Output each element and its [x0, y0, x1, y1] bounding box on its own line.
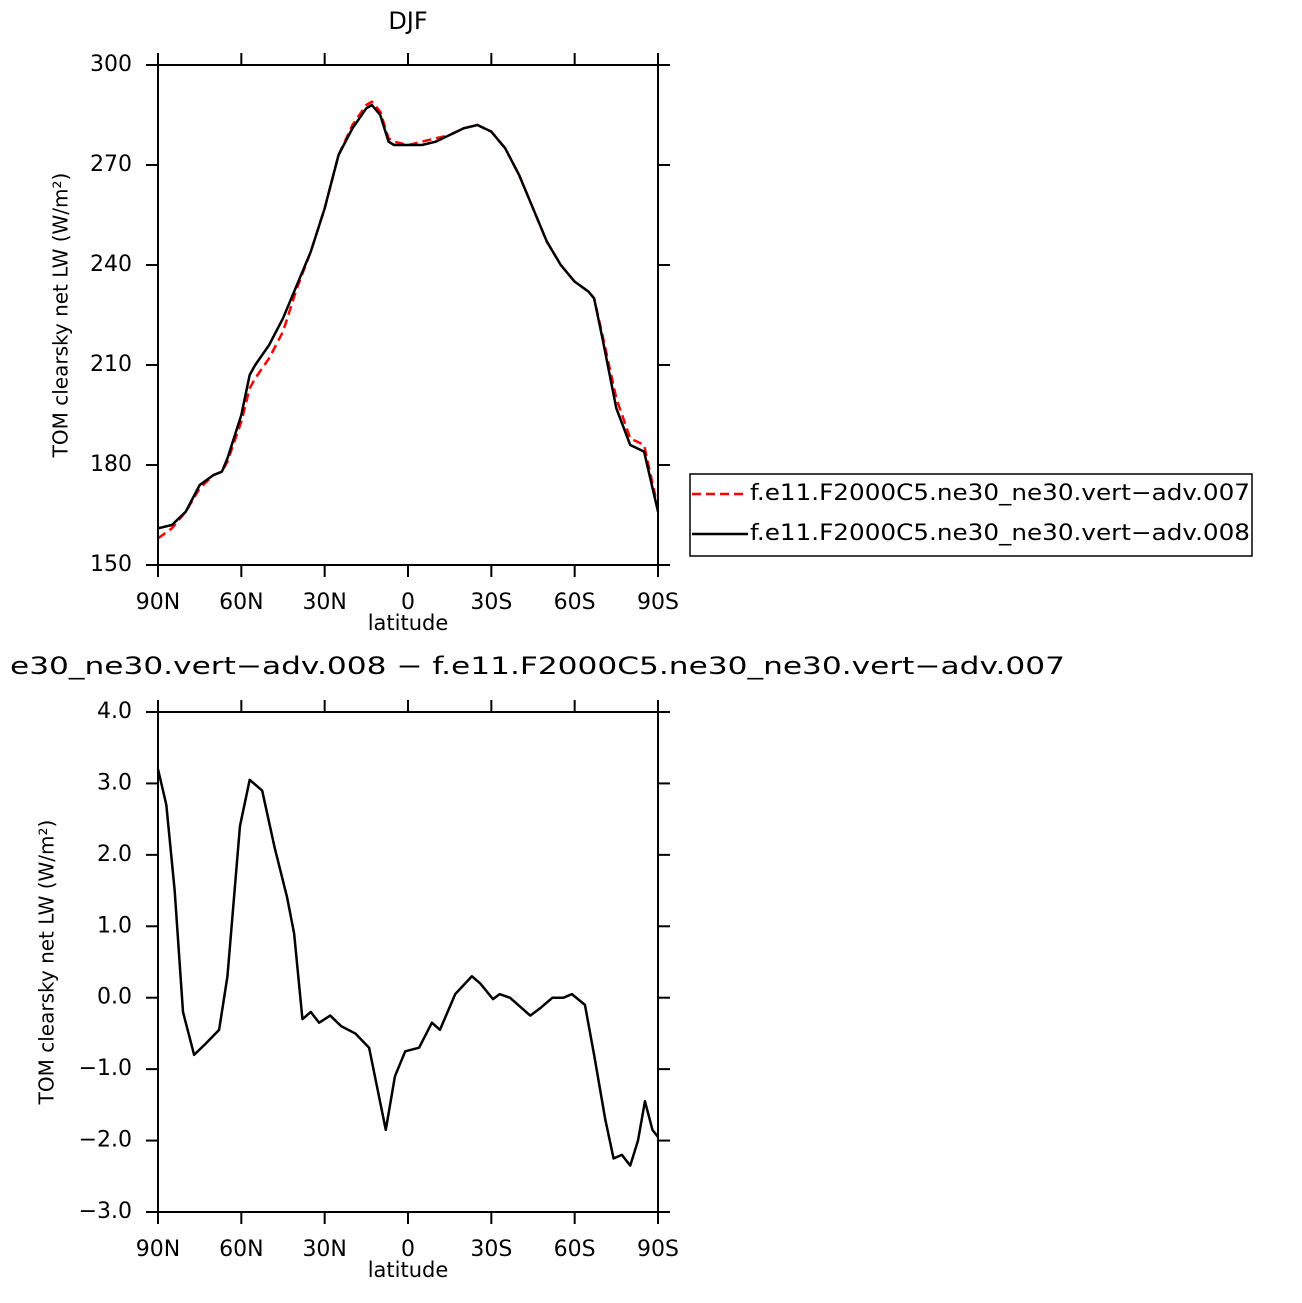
data-line	[156, 768, 659, 1167]
y-tick-label: 210	[90, 352, 132, 377]
y-tick-label: −3.0	[79, 1199, 132, 1224]
legend-box	[689, 473, 1253, 557]
chart-title: e30_ne30.vert−adv.008 − f.e11.F2000C5.ne…	[10, 652, 1065, 680]
y-tick-label: 1.0	[97, 913, 132, 938]
x-tick-label: 30N	[302, 590, 346, 615]
chart-title: DJF	[388, 7, 427, 35]
x-axis-label: latitude	[368, 611, 449, 635]
plot-frame	[157, 64, 659, 566]
y-axis-label: TOM clearsky net LW (W/m²)	[35, 820, 59, 1106]
y-tick-label: 2.0	[97, 842, 132, 867]
y-tick-label: 180	[90, 452, 132, 477]
x-tick-label: 90N	[136, 590, 180, 615]
x-tick-label: 60S	[554, 590, 596, 615]
y-tick-label: −2.0	[79, 1128, 132, 1153]
x-tick-label: 60S	[554, 1237, 596, 1262]
x-tick-label: 90S	[637, 590, 679, 615]
x-axis-label: latitude	[368, 1258, 449, 1282]
y-tick-label: 4.0	[97, 699, 132, 724]
x-tick-label: 30S	[470, 1237, 512, 1262]
plot-frame	[157, 711, 659, 1213]
x-tick-label: 30N	[302, 1237, 346, 1262]
y-tick-label: 3.0	[97, 770, 132, 795]
data-line	[157, 103, 660, 530]
legend-label: f.e11.F2000C5.ne30_ne30.vert−adv.007	[750, 481, 1250, 506]
y-tick-label: 150	[90, 552, 132, 577]
x-tick-label: 60N	[219, 1237, 263, 1262]
x-tick-label: 0	[401, 1237, 415, 1262]
x-tick-label: 0	[401, 590, 415, 615]
data-line	[157, 100, 660, 540]
y-tick-label: 270	[90, 152, 132, 177]
y-tick-label: −1.0	[79, 1056, 132, 1081]
legend-label: f.e11.F2000C5.ne30_ne30.vert−adv.008	[750, 521, 1250, 546]
x-tick-label: 30S	[470, 590, 512, 615]
y-axis-label: TOM clearsky net LW (W/m²)	[49, 173, 73, 459]
y-tick-label: 300	[90, 52, 132, 77]
y-tick-label: 240	[90, 252, 132, 277]
x-tick-label: 90N	[136, 1237, 180, 1262]
x-tick-label: 60N	[219, 590, 263, 615]
y-tick-label: 0.0	[97, 985, 132, 1010]
x-tick-label: 90S	[637, 1237, 679, 1262]
